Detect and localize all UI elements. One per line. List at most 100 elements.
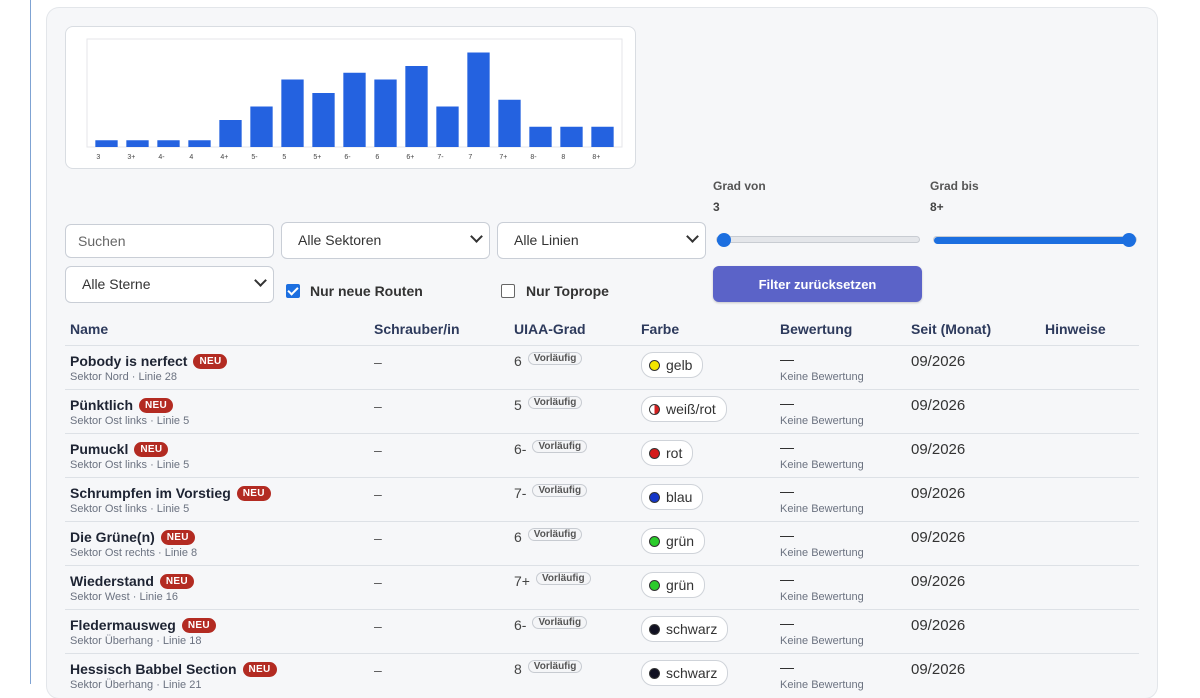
toprope-checkbox[interactable] bbox=[501, 284, 515, 298]
color-dot-icon bbox=[649, 447, 660, 459]
color-dot-icon bbox=[649, 623, 660, 635]
line-select[interactable]: Alle Linien bbox=[497, 222, 706, 259]
color-dot-icon bbox=[649, 403, 660, 415]
chart-bar-4-[interactable] bbox=[157, 140, 180, 147]
route-since: 09/2026 bbox=[911, 661, 966, 678]
chevron-down-icon bbox=[686, 230, 699, 243]
route-name[interactable]: Die Grüne(n) bbox=[70, 529, 155, 545]
search-input[interactable] bbox=[66, 225, 273, 257]
route-name[interactable]: Pünktlich bbox=[70, 397, 134, 413]
new-badge: NEU bbox=[236, 485, 271, 501]
route-name[interactable]: Schrumpfen im Vorstieg bbox=[70, 485, 231, 501]
route-rating: — bbox=[780, 351, 794, 367]
route-grade: 5 bbox=[514, 397, 522, 413]
table-row[interactable]: Die Grüne(n) NEU Sektor Ost rechts · Linie… bbox=[65, 521, 1139, 566]
col-header-since[interactable]: Seit (Monat) bbox=[911, 321, 992, 337]
col-header-color[interactable]: Farbe bbox=[641, 321, 680, 337]
route-color-name: schwarz bbox=[666, 621, 718, 637]
chart-bar-3+[interactable] bbox=[126, 140, 149, 147]
route-rating-note: Keine Bewertung bbox=[780, 371, 864, 383]
route-rating-note: Keine Bewertung bbox=[780, 679, 864, 691]
chart-tick-label: 7- bbox=[437, 154, 444, 161]
provisional-badge: Vorläufig bbox=[527, 528, 583, 541]
table-row[interactable]: Wiederstand NEU Sektor West · Linie 16 – 7+ V… bbox=[65, 565, 1139, 610]
chart-bar-4[interactable] bbox=[188, 140, 211, 147]
route-name[interactable]: Pumuckl bbox=[70, 441, 129, 457]
chart-bar-5-[interactable] bbox=[250, 106, 273, 148]
route-color-chip: blau bbox=[641, 484, 704, 510]
route-since: 09/2026 bbox=[911, 529, 966, 546]
col-header-name[interactable]: Name bbox=[70, 321, 109, 337]
route-location: Sektor West · Linie 16 bbox=[70, 591, 179, 603]
route-grade-cell: 6- Vorläufig bbox=[514, 616, 588, 633]
stars-select[interactable]: Alle Sterne bbox=[65, 266, 274, 303]
chart-bar-3[interactable] bbox=[95, 140, 118, 147]
col-header-setter[interactable]: Schrauber/in bbox=[374, 321, 460, 337]
table-row[interactable]: Hessisch Babbel Section NEU Sektor Überhan… bbox=[65, 653, 1139, 698]
provisional-badge: Vorläufig bbox=[532, 440, 588, 453]
route-setter: – bbox=[374, 574, 382, 590]
chart-bar-6-[interactable] bbox=[343, 72, 366, 147]
chart-tick-label: 3+ bbox=[127, 154, 135, 161]
new-routes-checkbox[interactable] bbox=[286, 284, 300, 298]
route-name[interactable]: Hessisch Babbel Section bbox=[70, 661, 237, 677]
chart-bar-4+[interactable] bbox=[219, 120, 242, 147]
sector-select[interactable]: Alle Sektoren bbox=[281, 222, 490, 259]
chart-tick-label: 6- bbox=[344, 154, 351, 161]
route-grade: 7+ bbox=[514, 573, 530, 589]
col-header-grade[interactable]: UIAA-Grad bbox=[514, 321, 586, 337]
grade-to-slider[interactable] bbox=[933, 233, 1137, 247]
chart-svg: 3 3+ 4- 4 4+ 5- 5 5+ 6- 6 6+ 7- 7 7+ 8- 8 8+ bbox=[86, 38, 623, 161]
new-routes-label[interactable]: Nur neue Routen bbox=[310, 283, 423, 299]
col-header-notes[interactable]: Hinweise bbox=[1045, 321, 1106, 337]
chart-bar-5+[interactable] bbox=[312, 93, 335, 147]
route-setter: – bbox=[374, 530, 382, 546]
color-dot-icon bbox=[649, 491, 660, 503]
toprope-label[interactable]: Nur Toprope bbox=[526, 283, 609, 299]
route-name[interactable]: Wiederstand bbox=[70, 573, 154, 589]
col-header-rating[interactable]: Bewertung bbox=[780, 321, 853, 337]
route-grade: 6 bbox=[514, 353, 522, 369]
chart-bar-7[interactable] bbox=[467, 52, 490, 148]
route-rating: — bbox=[780, 527, 794, 543]
grade-to-slider-thumb[interactable] bbox=[1122, 233, 1136, 247]
search-field[interactable] bbox=[65, 224, 274, 258]
route-rating-note: Keine Bewertung bbox=[780, 459, 864, 471]
table-row[interactable]: Pobody is nerfect NEU Sektor Nord · Linie … bbox=[65, 345, 1139, 390]
table-row[interactable]: Fledermausweg NEU Sektor Überhang · Linie … bbox=[65, 609, 1139, 654]
route-grade: 7- bbox=[514, 485, 527, 501]
new-badge: NEU bbox=[159, 573, 194, 589]
chart-tick-label: 6+ bbox=[406, 154, 414, 161]
route-name[interactable]: Fledermausweg bbox=[70, 617, 176, 633]
chart-bar-6+[interactable] bbox=[405, 66, 428, 147]
route-grade: 6- bbox=[514, 441, 527, 457]
route-color-name: schwarz bbox=[666, 665, 718, 681]
chart-bar-5[interactable] bbox=[281, 79, 304, 148]
chart-bar-6[interactable] bbox=[374, 79, 397, 148]
grade-from-slider-thumb[interactable] bbox=[717, 233, 731, 247]
route-location: Sektor Ost links · Linie 5 bbox=[70, 503, 190, 515]
route-setter: – bbox=[374, 398, 382, 414]
chart-bar-8[interactable] bbox=[560, 126, 583, 147]
chart-bar-7+[interactable] bbox=[498, 99, 521, 147]
color-dot-icon bbox=[649, 667, 660, 679]
reset-filters-button[interactable]: Filter zurücksetzen bbox=[713, 266, 922, 302]
chart-bar-8+[interactable] bbox=[591, 126, 614, 147]
table-row[interactable]: Schrumpfen im Vorstieg NEU Sektor Ost link… bbox=[65, 477, 1139, 522]
route-location: Sektor Ost rechts · Linie 8 bbox=[70, 547, 198, 559]
route-color-name: rot bbox=[666, 445, 683, 461]
route-rating-note: Keine Bewertung bbox=[780, 591, 864, 603]
route-color-name: weiß/rot bbox=[666, 401, 716, 417]
table-row[interactable]: Pünktlich NEU Sektor Ost links · Linie 5 – 5… bbox=[65, 389, 1139, 434]
route-name[interactable]: Pobody is nerfect bbox=[70, 353, 188, 369]
route-since: 09/2026 bbox=[911, 485, 966, 502]
grade-from-slider[interactable] bbox=[716, 233, 920, 247]
chart-bar-7-[interactable] bbox=[436, 106, 459, 148]
route-rating: — bbox=[780, 439, 794, 455]
route-name-cell: Pumuckl NEU bbox=[70, 441, 169, 458]
route-location: Sektor Ost links · Linie 5 bbox=[70, 415, 190, 427]
chart-bar-8-[interactable] bbox=[529, 126, 552, 147]
chart-tick-label: 5- bbox=[251, 154, 258, 161]
table-row[interactable]: Pumuckl NEU Sektor Ost links · Linie 5 – 6- V… bbox=[65, 433, 1139, 478]
route-color-chip: schwarz bbox=[641, 660, 729, 686]
